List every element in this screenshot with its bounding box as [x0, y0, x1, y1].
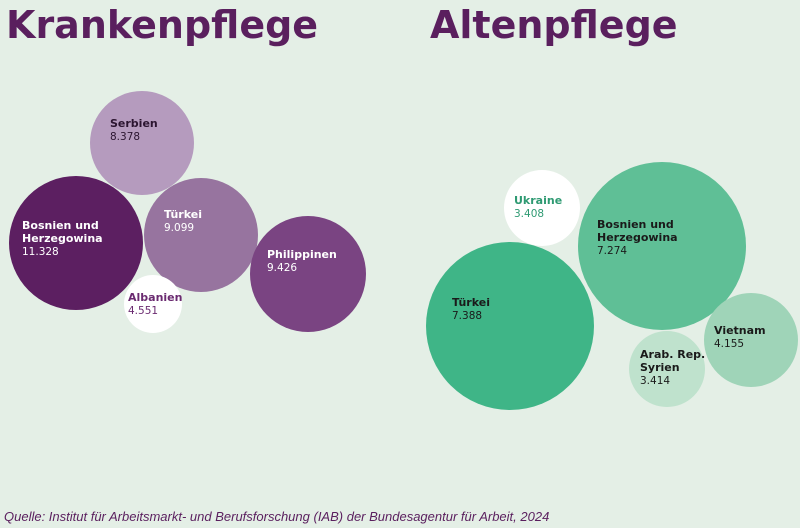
bubble-label: Syrien: [640, 361, 680, 374]
bubble-philippinen: [250, 216, 366, 332]
bubble-label: Bosnien und: [597, 218, 674, 231]
bubble-value: 3.408: [514, 208, 544, 220]
bubble-vietnam: [704, 293, 798, 387]
bubble-value: 9.099: [164, 222, 194, 234]
bubble-label: Bosnien und: [22, 219, 99, 232]
bubble-value: 8.378: [110, 131, 140, 143]
bubble-value: 3.414: [640, 375, 670, 387]
bubble-türkei: [144, 178, 258, 292]
bubble-label: Serbien: [110, 117, 158, 130]
chart-title-altenpflege: Altenpflege: [430, 3, 678, 47]
bubble-label: Vietnam: [714, 324, 766, 337]
bubble-value: 4.155: [714, 338, 744, 350]
bubble-label: Türkei: [164, 208, 202, 221]
bubble-label: Arab. Rep.: [640, 348, 705, 361]
bubble-ukraine: [504, 170, 580, 246]
bubble-bosnien-und-herzegowina: [578, 162, 746, 330]
bubble-label: Türkei: [452, 296, 490, 309]
bubble-label: Ukraine: [514, 194, 562, 207]
bubble-value: 7.388: [452, 310, 482, 322]
bubble-label: Herzegowina: [22, 232, 103, 245]
bubble-label: Herzegowina: [597, 231, 678, 244]
bubble-value: 11.328: [22, 246, 59, 258]
bubble-serbien: [90, 91, 194, 195]
chart-title-krankenpflege: Krankenpflege: [6, 3, 318, 47]
bubble-bosnien-und-herzegowina: [9, 176, 143, 310]
bubble-türkei: [426, 242, 594, 410]
bubble-arab-rep-syrien: [629, 331, 705, 407]
bubble-label: Albanien: [128, 291, 182, 304]
bubble-albanien: [124, 275, 182, 333]
source-note: Quelle: Institut für Arbeitsmarkt- und B…: [4, 509, 549, 524]
bubble-label: Philippinen: [267, 248, 337, 261]
bubble-value: 9.426: [267, 262, 297, 274]
bubble-value: 4.551: [128, 305, 158, 317]
bubble-value: 7.274: [597, 245, 627, 257]
